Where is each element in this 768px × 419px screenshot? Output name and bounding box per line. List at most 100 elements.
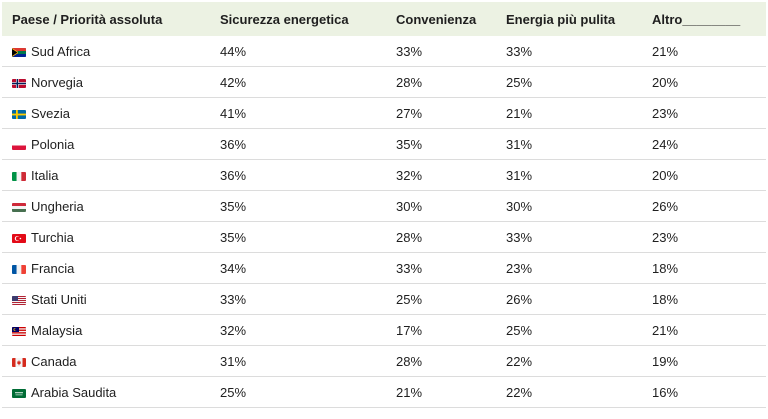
table-row: Sud Africa 44% 33% 33% 21%	[2, 36, 766, 67]
table-row: Arabia Saudita 25% 21% 22% 16%	[2, 376, 766, 408]
other-value: 26%	[642, 190, 766, 222]
energy-security-value: 25%	[210, 376, 386, 408]
energy-security-value: 36%	[210, 128, 386, 160]
header-cleaner-energy: Energia più pulita	[506, 11, 616, 27]
affordability-value: 27%	[386, 97, 496, 129]
other-value: 21%	[642, 36, 766, 67]
country-name: Malaysia	[31, 322, 83, 338]
header-row: Paese / Priorità assoluta Sicurezza ener…	[2, 2, 766, 36]
country-name: Francia	[31, 260, 75, 276]
country-name: Svezia	[31, 105, 71, 121]
country-name: Ungheria	[31, 198, 84, 214]
country-cell: Canada	[2, 345, 210, 377]
cleaner-energy-value: 26%	[496, 283, 642, 315]
south-africa-flag-icon	[12, 47, 26, 57]
country-cell: Svezia	[2, 97, 210, 129]
country-cell: Sud Africa	[2, 36, 210, 67]
table-row: Polonia 36% 35% 31% 24%	[2, 128, 766, 160]
country-name: Norvegia	[31, 74, 84, 90]
energy-security-value: 31%	[210, 345, 386, 377]
country-name: Sud Africa	[31, 43, 91, 59]
affordability-value: 17%	[386, 314, 496, 346]
energy-priority-table: Paese / Priorità assoluta Sicurezza ener…	[2, 2, 766, 408]
table-row: Ungheria 35% 30% 30% 26%	[2, 190, 766, 222]
other-value: 19%	[642, 345, 766, 377]
country-cell: Norvegia	[2, 66, 210, 98]
energy-security-value: 35%	[210, 190, 386, 222]
cleaner-energy-value: 23%	[496, 252, 642, 284]
country-cell: Malaysia	[2, 314, 210, 346]
energy-security-value: 42%	[210, 66, 386, 98]
other-value: 21%	[642, 314, 766, 346]
malaysia-flag-icon	[12, 326, 26, 336]
other-value: 24%	[642, 128, 766, 160]
country-name: Stati Uniti	[31, 291, 87, 307]
country-cell: Francia	[2, 252, 210, 284]
affordability-value: 21%	[386, 376, 496, 408]
country-cell: Ungheria	[2, 190, 210, 222]
country-name: Turchia	[31, 229, 74, 245]
affordability-value: 35%	[386, 128, 496, 160]
cleaner-energy-value: 25%	[496, 314, 642, 346]
affordability-value: 28%	[386, 221, 496, 253]
cleaner-energy-value: 22%	[496, 376, 642, 408]
cleaner-energy-value: 22%	[496, 345, 642, 377]
other-value: 18%	[642, 283, 766, 315]
cleaner-energy-value: 33%	[496, 221, 642, 253]
usa-flag-icon	[12, 295, 26, 305]
energy-security-value: 35%	[210, 221, 386, 253]
country-cell: Stati Uniti	[2, 283, 210, 315]
affordability-value: 33%	[386, 252, 496, 284]
table-row: Stati Uniti 33% 25% 26% 18%	[2, 283, 766, 315]
header-country: Paese / Priorità assoluta	[12, 11, 163, 27]
energy-security-value: 34%	[210, 252, 386, 284]
other-value: 20%	[642, 66, 766, 98]
table-row: Turchia 35% 28% 33% 23%	[2, 221, 766, 253]
energy-security-value: 36%	[210, 159, 386, 191]
france-flag-icon	[12, 264, 26, 274]
header-energy-security: Sicurezza energetica	[220, 11, 349, 27]
country-cell: Polonia	[2, 128, 210, 160]
table-row: Svezia 41% 27% 21% 23%	[2, 97, 766, 129]
saudi-arabia-flag-icon	[12, 388, 26, 398]
other-value: 23%	[642, 221, 766, 253]
table-body: Sud Africa 44% 33% 33% 21% Norvegia 42% 28% 25% 2…	[2, 36, 766, 408]
cleaner-energy-value: 30%	[496, 190, 642, 222]
table-row: Francia 34% 33% 23% 18%	[2, 252, 766, 284]
affordability-value: 28%	[386, 345, 496, 377]
energy-security-value: 32%	[210, 314, 386, 346]
hungary-flag-icon	[12, 202, 26, 212]
cleaner-energy-value: 25%	[496, 66, 642, 98]
energy-security-value: 33%	[210, 283, 386, 315]
cleaner-energy-value: 21%	[496, 97, 642, 129]
affordability-value: 30%	[386, 190, 496, 222]
country-cell: Italia	[2, 159, 210, 191]
cleaner-energy-value: 33%	[496, 36, 642, 67]
table-header: Paese / Priorità assoluta Sicurezza ener…	[2, 2, 766, 36]
table-row: Malaysia 32% 17% 25% 21%	[2, 314, 766, 346]
other-value: 16%	[642, 376, 766, 408]
country-name: Canada	[31, 353, 77, 369]
affordability-value: 25%	[386, 283, 496, 315]
table-row: Italia 36% 32% 31% 20%	[2, 159, 766, 191]
other-value: 20%	[642, 159, 766, 191]
country-cell: Turchia	[2, 221, 210, 253]
country-name: Italia	[31, 167, 59, 183]
norway-flag-icon	[12, 78, 26, 88]
energy-security-value: 44%	[210, 36, 386, 67]
affordability-value: 33%	[386, 36, 496, 67]
table-row: Canada 31% 28% 22% 19%	[2, 345, 766, 377]
other-value: 23%	[642, 97, 766, 129]
energy-security-value: 41%	[210, 97, 386, 129]
country-name: Polonia	[31, 136, 75, 152]
country-cell: Arabia Saudita	[2, 376, 210, 408]
header-affordability: Convenienza	[396, 11, 477, 27]
cleaner-energy-value: 31%	[496, 159, 642, 191]
affordability-value: 32%	[386, 159, 496, 191]
header-other: Altro________	[652, 11, 741, 27]
affordability-value: 28%	[386, 66, 496, 98]
turkey-flag-icon	[12, 233, 26, 243]
sweden-flag-icon	[12, 109, 26, 119]
canada-flag-icon	[12, 357, 26, 367]
